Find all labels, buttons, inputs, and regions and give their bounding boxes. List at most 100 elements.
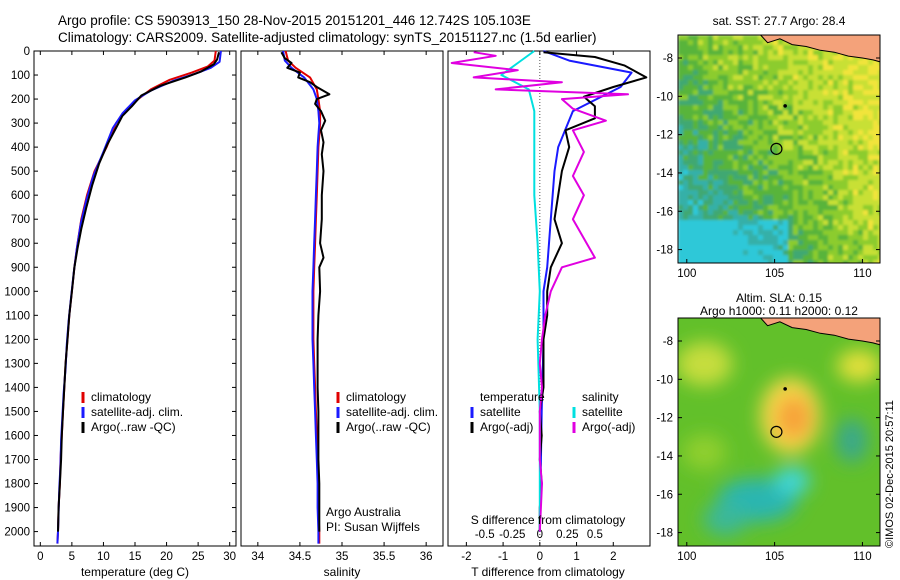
x-tick-label: 36 bbox=[420, 551, 433, 563]
map-x-tick-label: 100 bbox=[677, 551, 696, 563]
x-tick-label: 20 bbox=[160, 551, 173, 563]
header-line-2: Climatology: CARS2009. Satellite-adjuste… bbox=[58, 30, 597, 45]
salinity-panel: 34 34.5 35 35.5 36 salinity climatologysatel… bbox=[240, 50, 444, 579]
depth-tick-label: 1700 bbox=[4, 454, 30, 466]
depth-tick-label: 600 bbox=[11, 190, 30, 202]
depth-tick-label: 1200 bbox=[4, 334, 30, 346]
depth-tick-label: 1300 bbox=[4, 358, 30, 370]
series-line bbox=[538, 51, 648, 532]
difference-legend: temperature salinitysatelliteArgo(-adj)sa… bbox=[470, 390, 635, 434]
sla-map-axes: 100 105 110 -8 -10 -12 -14 -16 -18 bbox=[656, 336, 880, 563]
map-x-tick-label: 105 bbox=[765, 551, 784, 563]
sst-field bbox=[678, 35, 880, 263]
map-x-tick-label: 105 bbox=[765, 268, 784, 280]
pi-label: PI: Susan Wijffels bbox=[326, 520, 420, 534]
header-line-1: Argo profile: CS 5903913_150 28-Nov-2015… bbox=[58, 13, 531, 28]
map-y-tick-label: -14 bbox=[656, 451, 673, 463]
depth-tick-label: 0 bbox=[24, 46, 30, 58]
depth-tick-label: 1400 bbox=[4, 382, 30, 394]
map-y-tick-label: -8 bbox=[663, 336, 673, 348]
sla-map-panel: Altim. SLA: 0.15 Argo h1000: 0.11 h2000:… bbox=[656, 291, 881, 563]
sst-map-markers bbox=[770, 104, 787, 155]
legend-label: Argo(-adj) bbox=[582, 420, 635, 434]
x-tick-label: 34.5 bbox=[289, 551, 311, 563]
legend-header: temperature bbox=[480, 390, 545, 404]
depth-tick-label: 200 bbox=[11, 94, 30, 106]
imos-credit: ©IMOS 02-Dec-2015 20:57:11 bbox=[884, 400, 896, 548]
sla-map-markers bbox=[770, 387, 787, 438]
temperature-axes-frame bbox=[33, 50, 237, 547]
x-tick-label: 10 bbox=[97, 551, 110, 563]
depth-tick-label: 100 bbox=[11, 70, 30, 82]
s-tick-label: -0.5 bbox=[475, 529, 495, 541]
map-y-tick-label: -16 bbox=[656, 206, 673, 218]
s-tick-label: 0.5 bbox=[587, 529, 603, 541]
depth-tick-label: 1000 bbox=[4, 286, 30, 298]
map-y-tick-label: -10 bbox=[656, 91, 673, 103]
depth-tick-label: 1600 bbox=[4, 430, 30, 442]
x-tick-label: 34 bbox=[251, 551, 264, 563]
legend-label: Argo(..raw -QC) bbox=[346, 420, 431, 434]
depth-tick-label: 800 bbox=[11, 238, 30, 250]
map-x-tick-label: 110 bbox=[853, 268, 871, 280]
temperature-x-axis: 0 5 10 15 20 25 30 bbox=[37, 51, 236, 563]
x-tick-label: 2 bbox=[610, 551, 616, 563]
legend-header: salinity bbox=[582, 390, 619, 404]
sst-map-axes: 100 105 110 -8 -10 -12 -14 -16 -18 bbox=[656, 53, 880, 280]
s-tick-label: 0 bbox=[537, 529, 543, 541]
series-line bbox=[282, 50, 321, 544]
map-y-tick-label: -18 bbox=[656, 528, 673, 540]
x-tick-label: 5 bbox=[69, 551, 75, 563]
depth-tick-label: 1500 bbox=[4, 406, 30, 418]
temperature-panel: 0100200300400500600700800900100011001200… bbox=[4, 46, 650, 579]
series-line bbox=[57, 51, 220, 532]
sst-land bbox=[759, 35, 880, 63]
sla-field bbox=[678, 341, 880, 536]
x-tick-label: 30 bbox=[223, 551, 236, 563]
map-x-tick-label: 100 bbox=[677, 268, 696, 280]
sla-land bbox=[759, 318, 880, 346]
difference-panel: -2 -1 0 1 2 -0.5 -0.25 0 0.25 0.5 S difference fr… bbox=[447, 50, 651, 579]
depth-tick-label: 700 bbox=[11, 214, 30, 226]
legend-label: satellite bbox=[582, 405, 623, 419]
depth-tick-label: 500 bbox=[11, 166, 30, 178]
map-y-tick-label: -14 bbox=[656, 168, 673, 180]
x-tick-label: -1 bbox=[498, 551, 508, 563]
salinity-axes-frame bbox=[240, 50, 444, 547]
x-tick-label: 1 bbox=[573, 551, 579, 563]
legend-label: satellite-adj. clim. bbox=[91, 405, 183, 419]
previous-position-marker bbox=[783, 104, 787, 108]
depth-tick-label: 300 bbox=[11, 118, 30, 130]
x-tick-label: 15 bbox=[129, 551, 142, 563]
sla-map-title: Altim. SLA: 0.15 bbox=[736, 291, 822, 305]
depth-tick-label: 2000 bbox=[4, 527, 30, 539]
salinity-x-axis: 34 34.5 35 35.5 36 bbox=[251, 51, 433, 563]
s-tick-label: 0.25 bbox=[556, 529, 578, 541]
map-y-tick-label: -8 bbox=[663, 53, 673, 65]
legend-label: satellite-adj. clim. bbox=[346, 405, 438, 419]
series-line bbox=[450, 51, 629, 532]
legend-label: Argo(..raw -QC) bbox=[91, 420, 176, 434]
salinity-xlabel: salinity bbox=[324, 565, 361, 579]
sst-map-frame bbox=[677, 34, 881, 264]
x-tick-label: 35 bbox=[336, 551, 349, 563]
argo-australia-label: Argo Australia bbox=[326, 505, 401, 519]
s-tick-label: -0.25 bbox=[499, 529, 525, 541]
map-y-tick-label: -12 bbox=[656, 130, 673, 142]
argo-position-marker bbox=[770, 425, 783, 438]
depth-tick-label: 900 bbox=[11, 262, 30, 274]
salinity-profiles bbox=[280, 50, 331, 544]
x-tick-label: 0 bbox=[537, 551, 543, 563]
map-x-tick-label: 110 bbox=[853, 551, 871, 563]
argo-position-marker bbox=[770, 142, 783, 155]
difference-x-axis: -2 -1 0 1 2 -0.5 -0.25 0 0.25 0.5 bbox=[461, 51, 616, 563]
temperature-xlabel: temperature (deg C) bbox=[81, 565, 189, 579]
x-tick-label: 25 bbox=[192, 551, 205, 563]
s-difference-label: S difference from climatology bbox=[471, 513, 626, 527]
temperature-profiles bbox=[56, 50, 222, 544]
map-y-tick-label: -10 bbox=[656, 374, 673, 386]
map-y-tick-label: -16 bbox=[656, 489, 673, 501]
sla-map-subtitle: Argo h1000: 0.11 h2000: 0.12 bbox=[700, 304, 858, 318]
